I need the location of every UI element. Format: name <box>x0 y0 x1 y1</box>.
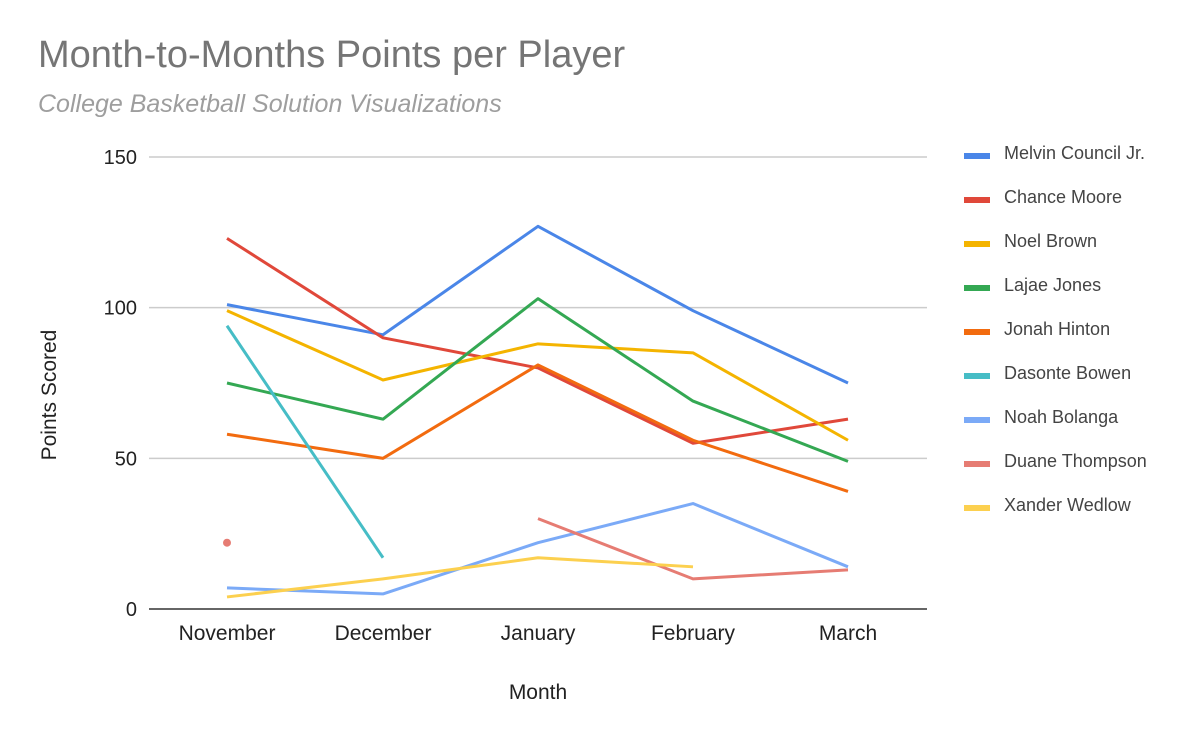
y-tick-label: 0 <box>126 599 137 621</box>
y-tick-label: 100 <box>104 298 137 320</box>
legend-item: Dasonte Bowen <box>962 360 1192 404</box>
series-line-segment <box>226 237 849 445</box>
legend-label: Duane Thompson <box>1004 451 1147 471</box>
legend-item: Melvin Council Jr. <box>962 140 1192 184</box>
series-lajae-jones <box>226 297 849 463</box>
series-chance-moore <box>226 237 849 445</box>
axes: 0 50 100 150 November December January February… <box>104 147 927 645</box>
legend-label: Chance Moore <box>1004 187 1123 207</box>
series-line-segment <box>226 297 849 463</box>
gridlines <box>149 156 927 460</box>
x-tick-label: February <box>651 622 736 645</box>
y-axis-label: Points Scored <box>38 330 61 461</box>
x-axis-label: Month <box>509 681 567 704</box>
legend-label: Jonah Hinton <box>1004 319 1111 339</box>
series-line-segment <box>226 556 694 599</box>
legend-swatch <box>964 417 990 423</box>
legend-swatch <box>964 461 990 467</box>
series-line-segment <box>226 224 849 385</box>
legend-label: Melvin Council Jr. <box>1004 143 1146 163</box>
series-line-segment <box>226 309 849 442</box>
series-line-segment <box>537 517 849 581</box>
series-jonah-hinton <box>226 363 849 493</box>
x-tick-label: November <box>179 622 276 645</box>
legend-label: Xander Wedlow <box>1004 495 1131 515</box>
legend-swatch <box>964 285 990 291</box>
series-line-segment <box>225 324 385 559</box>
series-line-segment <box>226 363 849 493</box>
series-lines <box>223 224 849 599</box>
y-tick-label: 50 <box>115 448 137 470</box>
series-point <box>223 538 231 547</box>
legend-label: Noel Brown <box>1004 231 1098 251</box>
legend-label: Noah Bolanga <box>1004 407 1119 427</box>
legend-item: Noah Bolanga <box>962 404 1192 448</box>
chart-subtitle: College Basketball Solution Visualizatio… <box>38 90 502 118</box>
series-duane-thompson <box>223 517 849 581</box>
legend-swatch <box>964 329 990 335</box>
legend-label: Dasonte Bowen <box>1004 363 1132 383</box>
series-dasonte-bowen <box>225 324 385 559</box>
y-tick-label: 150 <box>104 147 137 169</box>
series-melvin-council-jr <box>226 224 849 385</box>
legend-item: Noel Brown <box>962 228 1192 272</box>
legend-swatch <box>964 373 990 379</box>
legend-item: Duane Thompson <box>962 448 1192 492</box>
legend-swatch <box>964 241 990 247</box>
legend-swatch <box>964 197 990 203</box>
x-tick-label: December <box>335 622 432 645</box>
legend-label: Lajae Jones <box>1004 275 1102 295</box>
x-tick-label: March <box>819 622 877 645</box>
legend-item: Xander Wedlow <box>962 492 1192 536</box>
x-tick-label: January <box>501 622 576 645</box>
chart-title: Month-to-Months Points per Player <box>38 34 626 76</box>
legend: Melvin Council Jr. Chance Moore Noel Brown… <box>962 140 1192 536</box>
legend-swatch <box>964 153 990 159</box>
series-noel-brown <box>226 309 849 442</box>
series-noah-bolanga <box>226 502 849 596</box>
legend-item: Jonah Hinton <box>962 316 1192 360</box>
series-xander-wedlow <box>226 556 694 599</box>
legend-item: Lajae Jones <box>962 272 1192 316</box>
legend-swatch <box>964 505 990 511</box>
legend-item: Chance Moore <box>962 184 1192 228</box>
series-line-segment <box>226 502 849 596</box>
